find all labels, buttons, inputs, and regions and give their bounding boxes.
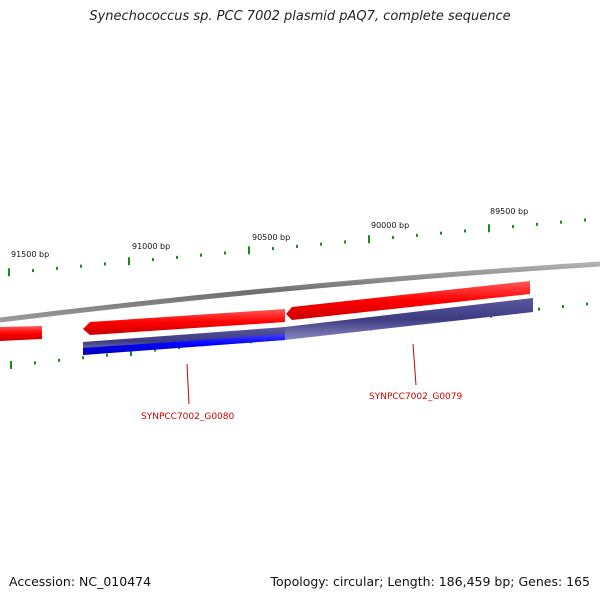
- gene-label-leader: [186, 363, 190, 405]
- major-tick: [488, 224, 490, 233]
- minor-tick: [104, 262, 106, 266]
- minor-tick: [296, 244, 298, 248]
- minor-tick: [34, 361, 36, 365]
- minor-tick: [80, 264, 82, 268]
- minor-tick: [176, 255, 178, 259]
- backbone-arc: [0, 261, 600, 323]
- map-title: Synechococcus sp. PCC 7002 plasmid pAQ7,…: [89, 9, 511, 24]
- ruler-label: 91000 bp: [132, 242, 170, 251]
- minor-tick: [224, 251, 226, 255]
- minor-tick: [392, 236, 394, 240]
- minor-tick: [560, 220, 562, 224]
- minor-tick: [82, 356, 84, 360]
- minor-tick: [536, 222, 538, 226]
- major-tick: [248, 246, 250, 255]
- ruler-label: 91500 bp: [11, 250, 49, 259]
- minor-tick: [538, 307, 540, 311]
- major-tick: [368, 235, 370, 244]
- minor-tick: [562, 305, 564, 309]
- minor-tick: [152, 258, 154, 262]
- minor-tick: [32, 269, 34, 273]
- minor-tick: [106, 353, 108, 357]
- gene-label-leader: [412, 343, 417, 386]
- minor-tick: [58, 358, 60, 362]
- ruler-label: 90500 bp: [252, 233, 290, 242]
- ruler-label: 90000 bp: [371, 221, 409, 230]
- cds-feature-left-edge[interactable]: [0, 326, 42, 341]
- minor-tick: [56, 266, 58, 270]
- minor-tick: [320, 242, 322, 246]
- minor-tick: [440, 231, 442, 235]
- minor-tick: [416, 233, 418, 237]
- minor-tick: [584, 218, 586, 222]
- summary-text: Topology: circular; Length: 186,459 bp; …: [270, 574, 591, 589]
- cds-feature-g0080[interactable]: [83, 309, 285, 335]
- minor-tick: [512, 225, 514, 229]
- minor-tick: [344, 240, 346, 244]
- accession-text: Accession: NC_010474: [9, 574, 152, 589]
- minor-tick: [272, 247, 274, 251]
- gene-label-g0079[interactable]: SYNPCC7002_G0079: [369, 392, 462, 402]
- major-tick: [130, 348, 132, 357]
- major-tick: [128, 257, 130, 266]
- gene-label-g0080[interactable]: SYNPCC7002_G0080: [141, 412, 234, 422]
- outer-tick-track: [8, 218, 586, 277]
- minor-tick: [154, 348, 156, 352]
- minor-tick: [464, 229, 466, 233]
- ruler-label: 89500 bp: [490, 207, 528, 216]
- gene-band-g0079[interactable]: [285, 298, 533, 340]
- cds-feature-g0079[interactable]: [286, 281, 530, 320]
- major-tick: [10, 360, 12, 369]
- gene-band-g0080-highlight[interactable]: [83, 334, 285, 355]
- minor-tick: [586, 302, 588, 306]
- minor-tick: [200, 253, 202, 257]
- major-tick: [8, 268, 10, 277]
